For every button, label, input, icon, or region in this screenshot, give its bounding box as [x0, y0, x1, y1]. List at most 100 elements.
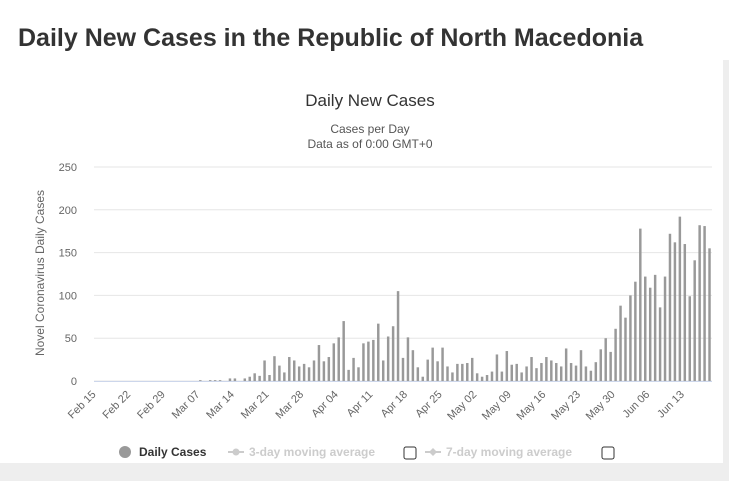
bar[interactable]	[683, 244, 687, 381]
bar[interactable]	[342, 321, 345, 381]
legend-checkbox[interactable]	[403, 446, 417, 460]
bar[interactable]	[233, 378, 237, 381]
bar[interactable]	[703, 226, 706, 381]
bar[interactable]	[426, 359, 429, 381]
bar[interactable]	[525, 366, 528, 381]
bar[interactable]	[228, 378, 232, 381]
bar[interactable]	[470, 357, 474, 381]
bar[interactable]	[634, 281, 637, 381]
bar[interactable]	[658, 307, 662, 381]
bar[interactable]	[337, 337, 340, 381]
bar[interactable]	[362, 343, 365, 381]
bar[interactable]	[644, 276, 647, 381]
bar[interactable]	[199, 380, 202, 381]
bar[interactable]	[648, 287, 652, 381]
bar[interactable]	[283, 372, 286, 381]
bar[interactable]	[293, 360, 296, 381]
bar[interactable]	[401, 357, 405, 381]
bar[interactable]	[352, 357, 355, 381]
legend-checkbox[interactable]	[601, 446, 615, 460]
bar[interactable]	[416, 367, 420, 381]
bar[interactable]	[564, 348, 568, 381]
bar[interactable]	[377, 323, 380, 381]
bar[interactable]	[406, 337, 410, 381]
bar[interactable]	[693, 260, 696, 381]
bar[interactable]	[307, 367, 311, 381]
bar[interactable]	[594, 362, 598, 381]
bar[interactable]	[569, 363, 573, 381]
bar[interactable]	[540, 363, 543, 381]
bar[interactable]	[451, 372, 454, 381]
bar[interactable]	[396, 291, 400, 381]
bar[interactable]	[490, 371, 494, 381]
bar[interactable]	[441, 347, 444, 381]
bar[interactable]	[609, 351, 612, 381]
bar[interactable]	[278, 365, 281, 381]
bar[interactable]	[550, 360, 553, 381]
bar[interactable]	[327, 357, 331, 381]
bar[interactable]	[411, 350, 415, 381]
bar[interactable]	[584, 366, 588, 381]
bar[interactable]	[505, 351, 509, 381]
bar[interactable]	[268, 375, 271, 381]
bar[interactable]	[208, 380, 212, 381]
legend-item-3-day-moving-average[interactable]: 3-day moving average	[228, 445, 375, 459]
bar[interactable]	[357, 367, 360, 381]
bar[interactable]	[614, 328, 617, 381]
bar[interactable]	[673, 242, 677, 381]
bar[interactable]	[555, 363, 558, 381]
bar[interactable]	[475, 373, 479, 381]
bar[interactable]	[678, 216, 682, 381]
bar[interactable]	[708, 248, 711, 381]
bar[interactable]	[312, 360, 316, 381]
bar[interactable]	[510, 364, 513, 381]
bar[interactable]	[559, 366, 563, 381]
bar[interactable]	[698, 225, 701, 381]
bar[interactable]	[485, 375, 489, 381]
bar[interactable]	[367, 341, 370, 381]
bar[interactable]	[218, 380, 222, 381]
bar[interactable]	[604, 338, 607, 381]
bar[interactable]	[381, 360, 385, 381]
bar[interactable]	[599, 349, 602, 381]
bar[interactable]	[688, 296, 691, 381]
bar[interactable]	[639, 228, 642, 381]
bar[interactable]	[248, 376, 251, 381]
bar[interactable]	[297, 366, 301, 381]
bar[interactable]	[668, 233, 672, 381]
legend-item-7-day-moving-average[interactable]: 7-day moving average	[425, 445, 572, 459]
bar[interactable]	[579, 350, 583, 381]
bar[interactable]	[461, 363, 464, 381]
bar[interactable]	[663, 276, 667, 381]
bar[interactable]	[515, 363, 518, 381]
legend-item-daily-cases[interactable]: Daily Cases	[119, 445, 207, 459]
bar[interactable]	[480, 376, 484, 381]
bar[interactable]	[456, 363, 459, 381]
bar[interactable]	[619, 305, 622, 381]
bar[interactable]	[624, 317, 627, 381]
bar[interactable]	[317, 345, 321, 381]
bar[interactable]	[530, 357, 533, 381]
bar[interactable]	[258, 375, 261, 381]
bar[interactable]	[574, 365, 578, 381]
bar[interactable]	[288, 357, 291, 381]
bar[interactable]	[302, 363, 306, 381]
bar[interactable]	[347, 369, 350, 381]
bar[interactable]	[500, 371, 504, 381]
bar[interactable]	[421, 376, 425, 381]
bar[interactable]	[391, 326, 395, 381]
bar[interactable]	[322, 361, 326, 381]
bar[interactable]	[520, 372, 523, 381]
bar[interactable]	[495, 354, 499, 381]
bar[interactable]	[431, 347, 434, 381]
bar[interactable]	[629, 295, 632, 381]
bar[interactable]	[372, 339, 375, 381]
bar[interactable]	[273, 356, 276, 381]
bar[interactable]	[535, 368, 538, 381]
bar[interactable]	[263, 360, 266, 381]
bar[interactable]	[386, 336, 390, 381]
bar[interactable]	[653, 274, 657, 381]
bar[interactable]	[466, 363, 469, 381]
bar[interactable]	[436, 361, 439, 381]
bar[interactable]	[545, 357, 548, 381]
